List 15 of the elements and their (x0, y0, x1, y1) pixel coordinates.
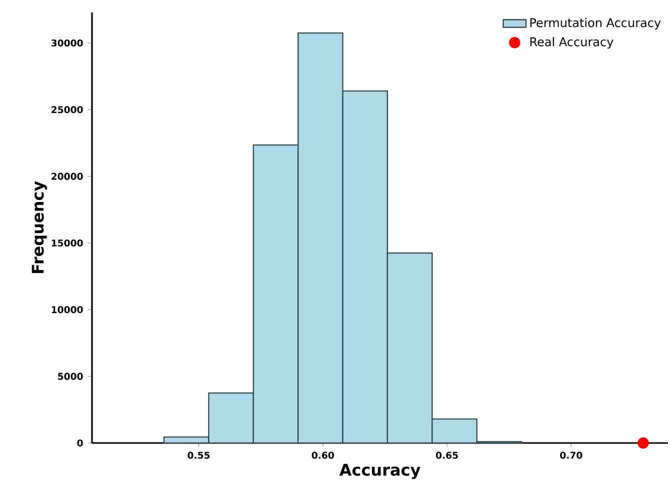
y-tick-label: 30000 (51, 39, 83, 47)
y-tick-label: 0 (77, 439, 83, 447)
y-tick-label: 5000 (58, 372, 83, 380)
y-axis-title: Frequency (32, 181, 47, 274)
legend-label: Permutation Accuracy (530, 18, 661, 30)
x-tick-label: 0.55 (188, 452, 210, 459)
x-tick-label: 0.70 (560, 452, 582, 459)
x-axis-title: Accuracy (339, 464, 420, 480)
y-tick-label: 20000 (52, 172, 83, 180)
y-tick-label: 10000 (52, 306, 83, 314)
x-tick-label: 0.65 (436, 452, 458, 459)
legend-label: Real Accuracy (530, 37, 614, 49)
y-tick-label: 25000 (52, 106, 83, 114)
x-tick-label: 0.60 (312, 452, 334, 459)
y-tick-label: 15000 (52, 239, 83, 247)
